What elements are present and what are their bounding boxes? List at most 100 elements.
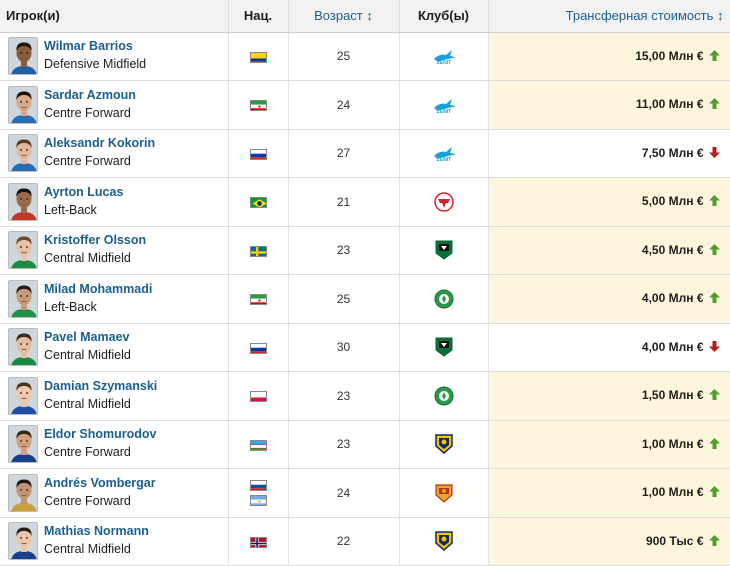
sweden-flag[interactable] <box>249 245 267 257</box>
iran-flag[interactable] <box>249 294 267 306</box>
zenit-crest-icon[interactable]: ZENIT <box>432 145 456 163</box>
iran-flag[interactable] <box>249 100 267 112</box>
nationality-cell <box>228 177 289 227</box>
player-photo[interactable] <box>8 522 38 561</box>
table-row: Aleksandr Kokorin Centre Forward 27 ZENIT 7,… <box>0 129 730 178</box>
market-value[interactable]: 1,50 Млн € <box>641 388 704 403</box>
rostov-crest-icon[interactable] <box>433 434 455 455</box>
age-cell: 21 <box>288 177 400 227</box>
nationality-cell <box>228 80 289 130</box>
player-cell: Eldor Shomurodov Centre Forward <box>0 420 229 469</box>
nationality-cell <box>228 129 289 178</box>
age-cell: 25 <box>288 274 400 324</box>
player-photo[interactable] <box>8 473 38 512</box>
player-name-link[interactable]: Wilmar Barrios <box>44 39 133 54</box>
market-value-cell: 1,00 Млн € <box>488 420 730 469</box>
player-name-link[interactable]: Ayrton Lucas <box>44 184 124 199</box>
krasnodar-crest-icon[interactable] <box>434 337 454 357</box>
age-cell: 24 <box>288 80 400 130</box>
column-header-age-sort[interactable]: Возраст ↕ <box>288 0 400 33</box>
player-photo[interactable] <box>8 85 38 124</box>
age-cell: 24 <box>288 468 400 518</box>
market-value-cell: 4,00 Млн € <box>488 323 730 372</box>
player-position: Central Midfield <box>44 542 131 557</box>
akhmat-crest-icon[interactable] <box>433 289 455 309</box>
spartak-crest-icon[interactable] <box>433 192 455 212</box>
player-photo[interactable] <box>8 231 38 270</box>
argentina-flag[interactable] <box>249 494 267 506</box>
up-arrow-icon <box>708 534 720 549</box>
brazil-flag[interactable] <box>249 197 267 209</box>
player-name-link[interactable]: Pavel Mamaev <box>44 330 130 345</box>
market-value[interactable]: 11,00 Млн € <box>635 97 704 112</box>
table-row: Andrés Vombergar Centre Forward 24 1,00 Млн… <box>0 468 730 518</box>
table-row: Pavel Mamaev Central Midfield 30 4,00 Млн € <box>0 323 730 372</box>
nationality-cell <box>228 420 289 469</box>
table-row: Kristoffer Olsson Central Midfield 23 4,50 … <box>0 226 730 275</box>
ufa-crest-icon[interactable] <box>434 484 454 503</box>
slovenia-flag[interactable] <box>249 479 267 491</box>
market-value[interactable]: 900 Тыс € <box>646 533 704 548</box>
club-cell <box>399 274 489 324</box>
player-name-link[interactable]: Damian Szymanski <box>44 378 158 393</box>
player-photo[interactable] <box>8 279 38 318</box>
player-cell: Andrés Vombergar Centre Forward <box>0 468 229 518</box>
nationality-cell <box>228 371 289 421</box>
player-name-link[interactable]: Andrés Vombergar <box>44 475 156 490</box>
player-name-link[interactable]: Mathias Normann <box>44 524 149 539</box>
up-arrow-icon <box>708 98 720 112</box>
akhmat-crest-icon[interactable] <box>433 386 455 406</box>
player-name-link[interactable]: Eldor Shomurodov <box>44 427 157 442</box>
player-photo[interactable] <box>8 134 38 173</box>
player-cell: Wilmar Barrios Defensive Midfield <box>0 32 229 81</box>
market-value[interactable]: 1,00 Млн € <box>641 485 704 500</box>
market-value[interactable]: 4,00 Млн € <box>641 291 704 306</box>
market-value[interactable]: 4,00 Млн € <box>641 339 704 354</box>
table-row: Damian Szymanski Central Midfield 23 1,50 М… <box>0 371 730 421</box>
player-name-link[interactable]: Aleksandr Kokorin <box>44 136 156 151</box>
market-value[interactable]: 15,00 Млн € <box>635 48 704 63</box>
market-value[interactable]: 7,50 Млн € <box>641 145 704 160</box>
market-value-cell: 1,00 Млн € <box>488 468 730 518</box>
column-header-market-value-sort[interactable]: Трансферная стоимость ↕ <box>488 0 730 33</box>
column-header-player: Игрок(и) <box>0 0 229 33</box>
market-value[interactable]: 4,50 Млн € <box>641 242 704 257</box>
nationality-cell <box>228 323 289 372</box>
player-photo[interactable] <box>8 182 38 221</box>
age-cell: 23 <box>288 226 400 275</box>
player-photo[interactable] <box>8 425 38 464</box>
table-header-row: Игрок(и) Нац. Возраст ↕ Клуб(ы) Трансфер… <box>0 0 730 33</box>
player-photo[interactable] <box>8 37 38 76</box>
player-photo[interactable] <box>8 328 38 367</box>
player-name-link[interactable]: Sardar Azmoun <box>44 87 136 102</box>
player-cell: Sardar Azmoun Centre Forward <box>0 80 229 130</box>
market-value-cell: 4,00 Млн € <box>488 274 730 324</box>
up-arrow-icon <box>708 437 720 452</box>
player-name-link[interactable]: Milad Mohammadi <box>44 281 153 296</box>
age-cell: 23 <box>288 420 400 469</box>
zenit-crest-icon[interactable]: ZENIT <box>432 97 456 115</box>
market-value[interactable]: 1,00 Млн € <box>641 436 704 451</box>
russia-flag[interactable] <box>249 148 267 160</box>
player-position: Central Midfield <box>44 396 131 411</box>
zenit-crest-icon[interactable]: ZENIT <box>432 48 456 66</box>
club-cell <box>399 226 489 275</box>
uzbekistan-flag[interactable] <box>249 439 267 451</box>
market-value-cell: 15,00 Млн € <box>488 32 730 81</box>
rostov-crest-icon[interactable] <box>433 531 455 552</box>
player-photo[interactable] <box>8 376 38 415</box>
krasnodar-crest-icon[interactable] <box>434 240 454 260</box>
colombia-flag[interactable] <box>249 51 267 63</box>
poland-flag[interactable] <box>249 391 267 403</box>
player-position: Left-Back <box>44 299 97 314</box>
up-arrow-icon <box>708 195 720 209</box>
age-cell: 23 <box>288 371 400 421</box>
market-value[interactable]: 5,00 Млн € <box>641 194 704 209</box>
player-name-link[interactable]: Kristoffer Olsson <box>44 233 147 248</box>
column-header-club: Клуб(ы) <box>399 0 489 33</box>
norway-flag[interactable] <box>249 536 267 548</box>
up-arrow-icon <box>708 389 720 403</box>
down-arrow-icon <box>708 146 720 161</box>
player-cell: Aleksandr Kokorin Centre Forward <box>0 129 229 178</box>
russia-flag[interactable] <box>249 342 267 354</box>
